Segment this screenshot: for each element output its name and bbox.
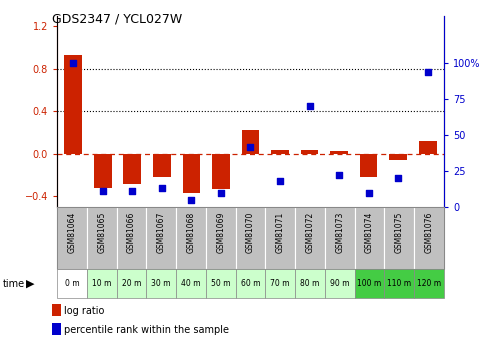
Bar (242, 130, 259, 154)
Bar (389, 154, 407, 160)
Text: GSM81069: GSM81069 (216, 212, 225, 253)
Bar (57, 207, 87, 269)
Point (306, 104, 313, 109)
Bar (295, 269, 325, 298)
Bar (301, 150, 318, 154)
Bar (384, 269, 414, 298)
Bar (52, 304, 61, 316)
Point (128, 188, 136, 194)
Text: GSM81076: GSM81076 (425, 212, 434, 253)
Bar (384, 207, 414, 269)
Text: time: time (2, 279, 25, 289)
Bar (212, 154, 230, 189)
Bar (355, 207, 384, 269)
Bar (355, 269, 384, 298)
Bar (236, 207, 265, 269)
Bar (360, 154, 377, 177)
Text: GSM81074: GSM81074 (365, 212, 374, 253)
Text: 80 m: 80 m (300, 279, 320, 288)
Text: GSM81065: GSM81065 (97, 212, 106, 253)
Text: GSM81073: GSM81073 (335, 212, 344, 253)
Text: GSM81070: GSM81070 (246, 212, 255, 253)
Bar (325, 207, 355, 269)
Bar (236, 269, 265, 298)
Bar (414, 269, 444, 298)
Text: 0 m: 0 m (64, 279, 79, 288)
Point (69, 61, 77, 66)
Text: GSM81071: GSM81071 (276, 212, 285, 253)
Bar (265, 207, 295, 269)
Point (335, 172, 343, 178)
Bar (146, 269, 176, 298)
Text: GSM81067: GSM81067 (157, 212, 166, 253)
Text: ▶: ▶ (26, 279, 34, 289)
Bar (295, 207, 325, 269)
Point (247, 144, 254, 149)
Text: 120 m: 120 m (417, 279, 441, 288)
Text: 40 m: 40 m (181, 279, 201, 288)
Bar (265, 269, 295, 298)
Text: 50 m: 50 m (211, 279, 231, 288)
Bar (64, 55, 82, 154)
Bar (206, 207, 236, 269)
Bar (271, 150, 289, 154)
Text: percentile rank within the sample: percentile rank within the sample (64, 325, 230, 335)
Text: 10 m: 10 m (92, 279, 112, 288)
Bar (124, 154, 141, 184)
Bar (414, 207, 444, 269)
Point (276, 178, 284, 184)
Text: GSM81075: GSM81075 (395, 212, 404, 253)
Bar (117, 269, 146, 298)
Point (217, 190, 225, 195)
Point (365, 190, 372, 195)
Text: 70 m: 70 m (270, 279, 290, 288)
Text: 90 m: 90 m (330, 279, 350, 288)
Bar (183, 154, 200, 193)
Text: 30 m: 30 m (151, 279, 171, 288)
Point (394, 176, 402, 181)
Bar (176, 269, 206, 298)
Bar (57, 269, 87, 298)
Point (99, 188, 107, 194)
Text: GSM81066: GSM81066 (127, 212, 136, 253)
Text: 110 m: 110 m (387, 279, 411, 288)
Bar (52, 323, 61, 335)
Point (187, 197, 195, 203)
Point (424, 69, 432, 75)
Text: 100 m: 100 m (358, 279, 381, 288)
Text: log ratio: log ratio (64, 306, 105, 316)
Text: GSM81072: GSM81072 (306, 212, 314, 253)
Text: GDS2347 / YCL027W: GDS2347 / YCL027W (52, 12, 183, 25)
Bar (325, 269, 355, 298)
Text: GSM81064: GSM81064 (67, 212, 76, 253)
Bar (146, 207, 176, 269)
Bar (419, 141, 436, 154)
Bar (87, 207, 117, 269)
Text: 20 m: 20 m (122, 279, 141, 288)
Bar (153, 154, 171, 177)
Point (158, 186, 166, 191)
Text: GSM81068: GSM81068 (186, 212, 195, 253)
Bar (330, 151, 348, 154)
Bar (206, 269, 236, 298)
Bar (117, 207, 146, 269)
Bar (87, 269, 117, 298)
Bar (94, 154, 112, 188)
Text: 60 m: 60 m (241, 279, 260, 288)
Bar (176, 207, 206, 269)
